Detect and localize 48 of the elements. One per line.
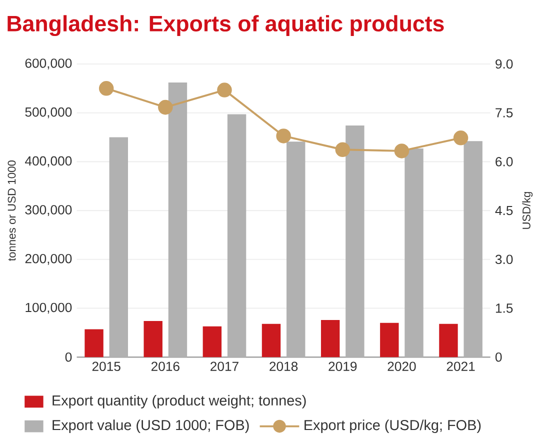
y2-tick-label: 7.5 xyxy=(496,108,513,118)
y-tick-label: 0 xyxy=(65,352,72,362)
y-tick-label: 600,000 xyxy=(25,58,72,70)
y-axis-title: tonnes or USD 1000 xyxy=(8,160,16,261)
bar xyxy=(320,320,340,357)
point xyxy=(394,143,410,158)
y2-tick-label: 3.0 xyxy=(495,254,513,264)
legend-label: Export price (USD/kg; FOB) xyxy=(304,419,481,433)
bar xyxy=(144,320,162,357)
legend-label: Export value (USD 1000; FOB) xyxy=(52,419,249,433)
x-tick-label: 2017 xyxy=(210,362,238,371)
point xyxy=(217,82,232,98)
bar xyxy=(202,326,222,357)
x-tick-label: 2021 xyxy=(446,362,475,371)
point xyxy=(335,142,350,157)
point xyxy=(98,80,114,96)
x-tick-label: 2019 xyxy=(328,362,357,371)
bar xyxy=(227,114,246,357)
x-tick-label: 2016 xyxy=(151,362,180,371)
y-tick-label: 200,000 xyxy=(25,254,72,265)
chart-title: Bangladesh: Exports of aquatic products xyxy=(8,15,444,36)
bar xyxy=(168,82,188,357)
x-tick-label: 2015 xyxy=(92,362,120,371)
y-tick-label: 400,000 xyxy=(25,156,72,168)
x-tick-label: 2018 xyxy=(270,362,298,371)
legend-label: Export quantity (product weight; tonnes) xyxy=(52,394,306,408)
point xyxy=(453,130,468,146)
x-tick-label: 2020 xyxy=(388,362,416,371)
bar xyxy=(464,141,482,357)
bar xyxy=(286,142,306,357)
y2-tick-label: 1.5 xyxy=(496,304,513,313)
point xyxy=(158,100,173,115)
bar xyxy=(109,137,128,357)
point xyxy=(276,128,291,144)
y2-tick-label: 6.0 xyxy=(496,156,513,166)
y2-tick-label: 0 xyxy=(495,352,502,362)
y2-axis-title: USD/kg xyxy=(522,192,533,229)
y2-tick-label: 9.0 xyxy=(496,59,513,69)
y2-tick-label: 4.5 xyxy=(495,206,513,216)
bar xyxy=(346,125,364,357)
bar xyxy=(404,148,424,357)
y-tick-label: 300,000 xyxy=(25,205,72,216)
y-tick-label: 500,000 xyxy=(25,107,72,118)
bar xyxy=(84,329,104,357)
bar xyxy=(439,324,458,357)
y-tick-label: 100,000 xyxy=(26,302,72,314)
bar xyxy=(380,322,399,357)
bar xyxy=(262,324,281,357)
